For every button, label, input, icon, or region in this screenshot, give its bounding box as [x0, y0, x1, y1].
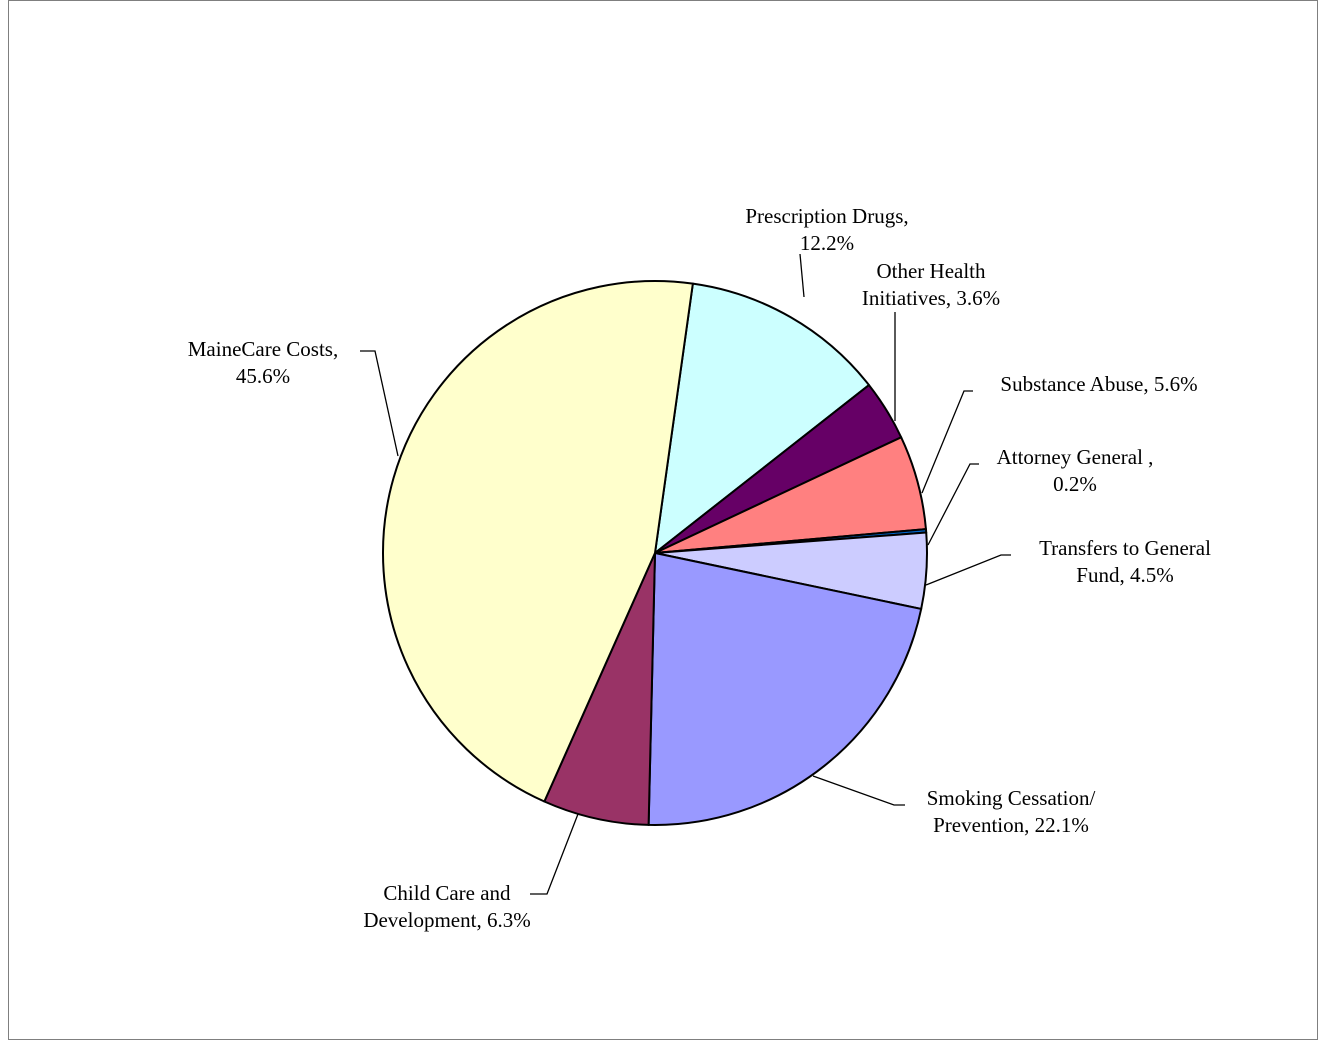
slice-label-mainecare-costs: MaineCare Costs, 45.6%: [188, 337, 338, 388]
slice-label-other-health-initiatives: Other Health Initiatives, 3.6%: [862, 259, 1000, 310]
slice-label-smoking-cessation-prevention: Smoking Cessation/Prevention, 22.1%: [927, 786, 1096, 837]
leader-line-prescription-drugs: [799, 253, 805, 298]
slice-label-child-care-and-development: Child Care and Development, 6.3%: [363, 881, 530, 932]
pie-slice-prescription-drugs: [654, 282, 870, 554]
pie-slices: [381, 280, 928, 826]
chart-area: Prescription Drugs, 12.2% Other Health Init…: [8, 0, 1318, 1040]
slice-labels: Prescription Drugs, 12.2%Other Health Init…: [188, 204, 1211, 932]
leader-line-child-care-and-development: [530, 813, 579, 895]
slice-label-transfers-to-general-fund: Transfers to General Fund, 4.5%: [1039, 536, 1211, 587]
leader-line-attorney-general: [927, 463, 979, 546]
slice-label-prescription-drugs: Prescription Drugs, 12.2%: [745, 204, 908, 255]
pie-slice-mainecare-costs: [381, 280, 694, 803]
leader-line-smoking-cessation-prevention: [812, 775, 905, 806]
leader-lines: [360, 253, 1011, 895]
leader-line-mainecare-costs: [360, 350, 399, 457]
slice-label-attorney-general: Attorney General , 0.2%: [997, 445, 1154, 496]
pie-chart: Prescription Drugs, 12.2%Other Health Init…: [188, 204, 1211, 932]
leader-line-transfers-to-general-fund: [925, 554, 1011, 586]
leader-line-substance-abuse: [921, 390, 973, 494]
slice-label-substance-abuse: Substance Abuse, 5.6%: [1000, 372, 1197, 396]
pie-slice-smoking-cessation-prevention: [647, 552, 923, 826]
